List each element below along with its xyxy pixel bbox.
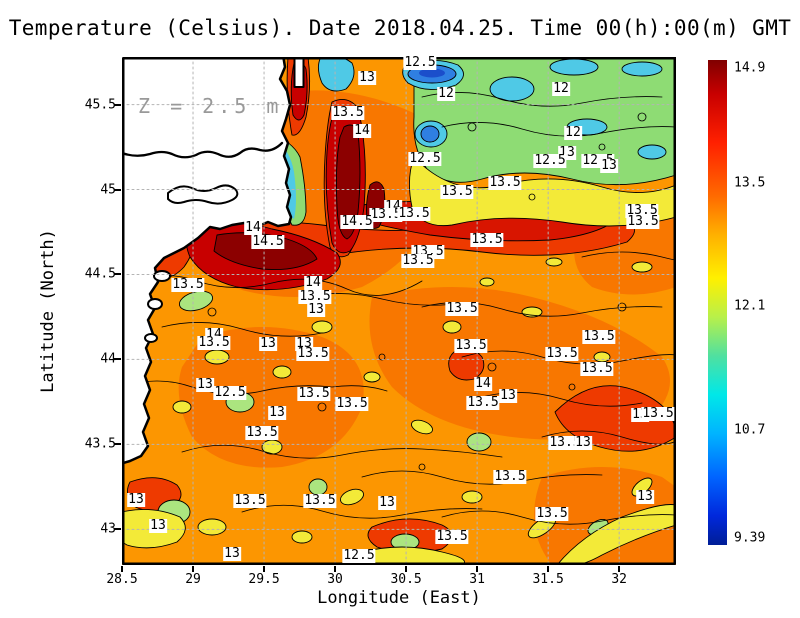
colorbar-tick-label: 10.7 xyxy=(734,422,766,438)
y-tick-label: 43.5 xyxy=(84,436,116,452)
chart-title: Temperature (Celsius). Date 2018.04.25. … xyxy=(8,16,792,40)
y-tick-label: 45 xyxy=(100,182,116,198)
grid-lines xyxy=(122,57,676,565)
y-axis-label: Latitude (North) xyxy=(38,229,58,393)
x-tick-mark xyxy=(334,566,337,572)
y-tick-label: 44.5 xyxy=(84,266,116,282)
x-tick-label: 31.5 xyxy=(532,572,564,587)
colorbar-tick-label: 14.9 xyxy=(734,60,766,76)
y-tick-label: 44 xyxy=(100,351,116,367)
y-tick-mark xyxy=(114,528,121,531)
coastal-lake xyxy=(153,270,171,282)
temperature-field xyxy=(122,57,676,565)
depth-annotation: Z = 2.5 m xyxy=(138,94,283,118)
y-tick-label: 43 xyxy=(100,521,116,537)
y-tick-label: 45.5 xyxy=(84,97,116,113)
y-tick-mark xyxy=(114,273,121,276)
x-tick-mark xyxy=(405,566,408,572)
colorbar-tick-label: 13.5 xyxy=(734,175,766,191)
x-tick-label: 28.5 xyxy=(106,572,138,587)
sand-spit xyxy=(293,57,305,88)
land-mass xyxy=(122,57,305,465)
colorbar-tick-label: 12.1 xyxy=(734,298,766,314)
x-tick-label: 32 xyxy=(611,572,627,587)
x-tick-label: 31 xyxy=(469,572,485,587)
x-axis-label: Longitude (East) xyxy=(317,588,481,608)
plot-border xyxy=(122,57,676,565)
y-tick-mark xyxy=(114,443,121,446)
delta-lake-outline xyxy=(167,184,239,205)
x-tick-label: 29 xyxy=(185,572,201,587)
liman-outline xyxy=(122,141,284,159)
x-tick-mark xyxy=(192,566,195,572)
y-tick-mark xyxy=(114,358,121,361)
coastal-lake xyxy=(144,333,158,343)
y-tick-mark xyxy=(114,188,121,191)
x-tick-label: 29.5 xyxy=(248,572,280,587)
x-tick-label: 30 xyxy=(327,572,343,587)
x-tick-mark xyxy=(476,566,479,572)
x-tick-label: 30.5 xyxy=(390,572,422,587)
colorbar xyxy=(708,60,727,545)
y-tick-mark xyxy=(114,103,121,106)
colorbar-tick-label: 9.39 xyxy=(734,530,766,546)
x-tick-mark xyxy=(263,566,266,572)
temperature-field-map xyxy=(122,57,676,565)
x-tick-mark xyxy=(121,566,123,572)
x-tick-mark xyxy=(618,566,621,572)
x-tick-mark xyxy=(547,566,550,572)
coastal-lake xyxy=(147,298,163,310)
